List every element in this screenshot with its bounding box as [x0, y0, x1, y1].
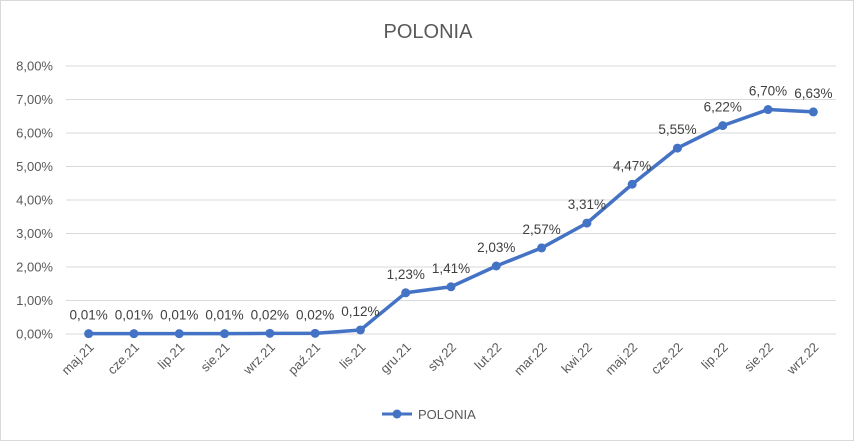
y-tick-label: 5,00% [16, 159, 53, 174]
chart-title: POLONIA [384, 21, 474, 43]
x-axis-ticks: maj.21 cze.21 lip.21 sie.21 wrz.21 paź.21 lis.… [59, 340, 822, 379]
data-label: 2,03% [477, 240, 515, 255]
data-label: 0,02% [251, 307, 289, 322]
data-label: 0,01% [160, 308, 198, 323]
legend-swatch-marker [392, 409, 402, 419]
x-tick-label: cze.22 [648, 340, 686, 378]
y-tick-label: 8,00% [16, 59, 53, 74]
y-tick-label: 4,00% [16, 193, 53, 208]
data-label: 3,31% [568, 197, 606, 212]
y-tick-label: 1,00% [16, 293, 53, 308]
data-point [537, 243, 547, 253]
data-label: 6,22% [704, 100, 742, 115]
x-tick-label: paź.21 [285, 340, 323, 378]
data-point [446, 282, 456, 292]
x-tick-label: gru.21 [377, 340, 414, 377]
data-label: 0,01% [205, 308, 243, 323]
data-point [491, 261, 501, 271]
x-tick-label: kwi.22 [558, 340, 595, 377]
x-tick-label: maj.21 [59, 340, 97, 378]
data-label: 1,41% [432, 261, 470, 276]
data-label: 0,02% [296, 307, 334, 322]
y-tick-label: 0,00% [16, 327, 53, 342]
y-tick-label: 3,00% [16, 226, 53, 241]
gridlines [66, 65, 836, 335]
x-tick-label: sty.22 [425, 340, 459, 374]
data-point [355, 325, 365, 335]
data-label: 6,70% [749, 84, 787, 99]
series-polonia [84, 105, 818, 339]
data-point [310, 328, 320, 338]
x-tick-label: lut.22 [471, 340, 504, 373]
data-label: 4,47% [613, 158, 651, 173]
data-label: 0,01% [115, 308, 153, 323]
data-point [401, 288, 411, 298]
data-point [763, 105, 773, 115]
data-point [265, 328, 275, 338]
data-point [84, 329, 94, 339]
data-label: 5,55% [658, 122, 696, 137]
x-tick-label: cze.21 [104, 340, 142, 378]
data-label: 2,57% [522, 222, 560, 237]
data-point [220, 329, 230, 339]
x-tick-label: maj.22 [602, 340, 640, 378]
data-point [672, 143, 682, 153]
x-tick-label: wrz.21 [240, 340, 278, 378]
data-point [129, 329, 139, 339]
x-tick-label: lip.21 [155, 340, 188, 373]
data-point [627, 179, 637, 189]
x-tick-label: sie.21 [198, 340, 233, 375]
data-point [808, 107, 818, 117]
y-tick-label: 7,00% [16, 92, 53, 107]
x-tick-label: mar.22 [511, 340, 550, 379]
x-tick-label: wrz.22 [783, 340, 821, 378]
x-tick-label: lip.22 [698, 340, 731, 373]
y-tick-label: 2,00% [16, 260, 53, 275]
data-label: 6,63% [794, 86, 832, 101]
y-axis-ticks: 0,00% 1,00% 2,00% 3,00% 4,00% 5,00% 6,00% 7,00%… [16, 59, 53, 342]
data-point [718, 121, 728, 131]
data-label: 0,01% [70, 308, 108, 323]
data-label: 0,12% [341, 304, 379, 319]
x-tick-label: lis.21 [336, 340, 368, 372]
x-tick-label: sie.22 [741, 340, 776, 375]
data-point [582, 218, 592, 228]
data-point [174, 329, 184, 339]
legend-label-polonia: POLONIA [418, 407, 476, 422]
legend: POLONIA [382, 407, 476, 422]
data-label: 1,23% [387, 267, 425, 282]
data-labels: 0,01% 0,01% 0,01% 0,01% 0,02% 0,02% 0,12% 1,23%… [70, 84, 833, 323]
y-tick-label: 6,00% [16, 126, 53, 141]
